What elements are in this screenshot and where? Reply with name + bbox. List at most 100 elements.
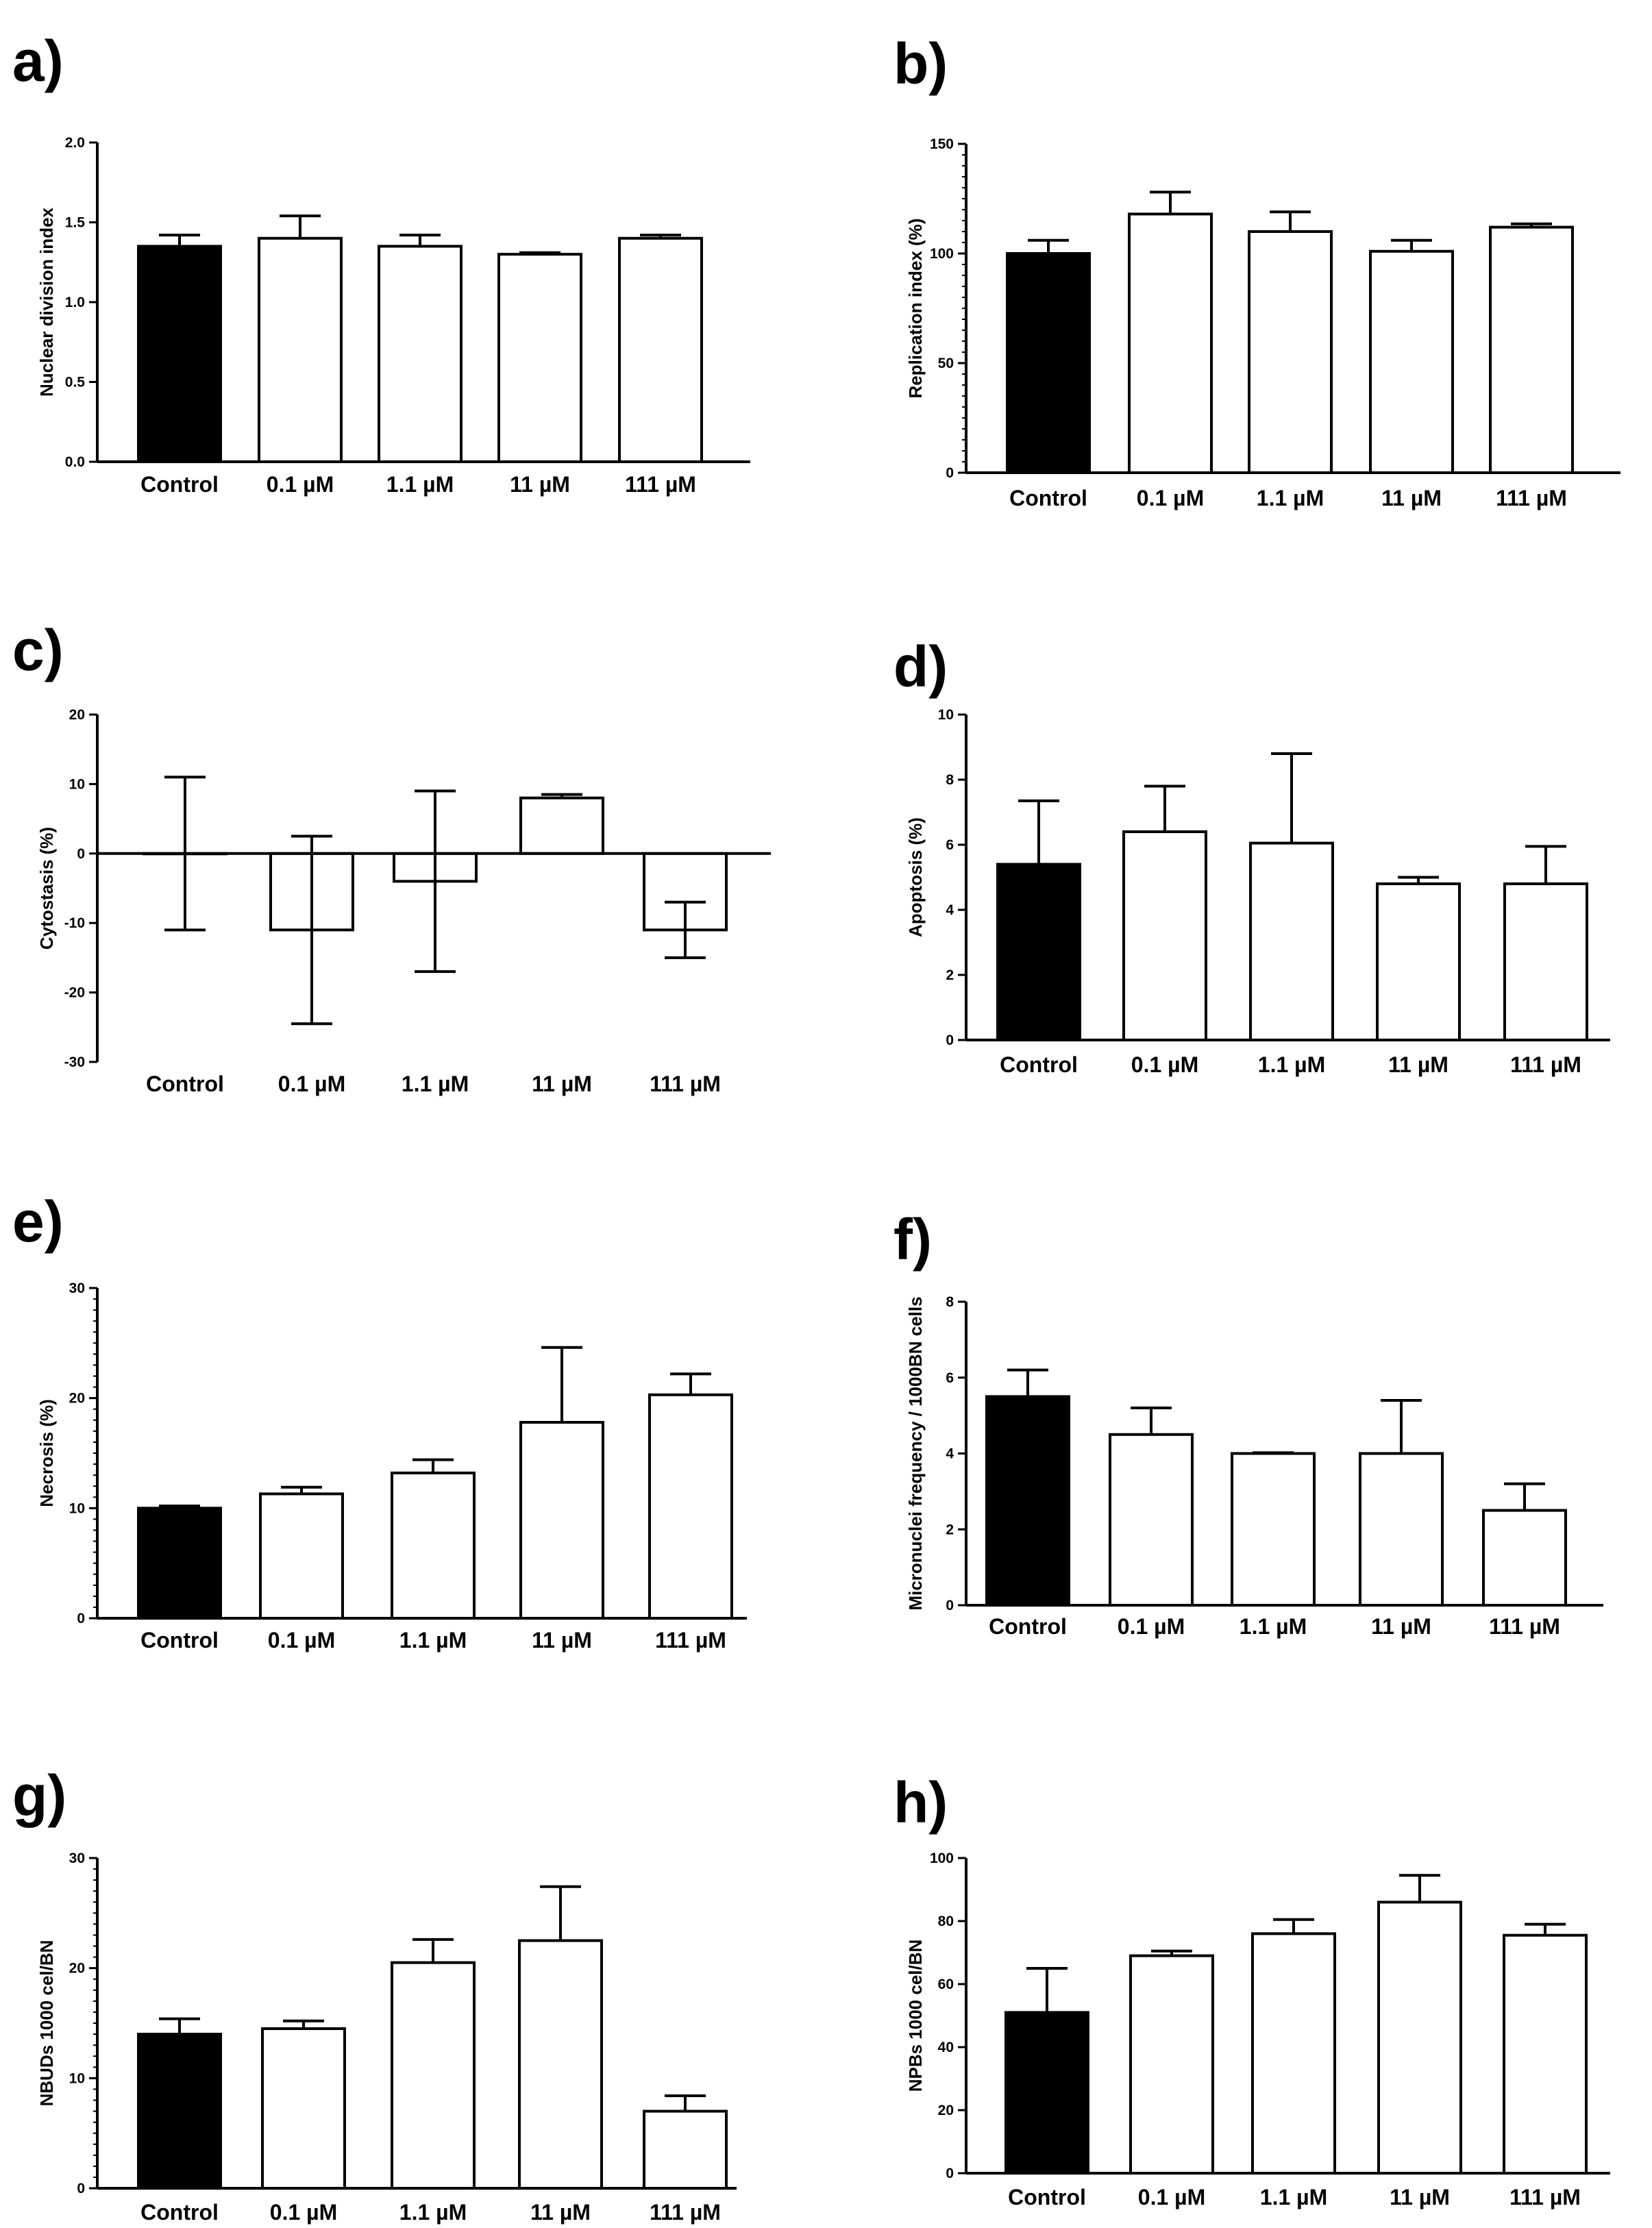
x-tick-label: Control (989, 1614, 1067, 1639)
y-tick-label: 2 (946, 1522, 954, 1537)
y-tick-label: -20 (64, 985, 85, 1001)
x-tick-label: Control (146, 1072, 224, 1096)
y-tick-label: 10 (938, 707, 954, 723)
bar (648, 1393, 733, 1620)
bar (1377, 1901, 1462, 2175)
bar (258, 236, 343, 463)
x-tick-label: 11 µM (1388, 1052, 1448, 1077)
y-tick-label: 0.5 (65, 375, 86, 391)
x-tick-label: 1.1 µM (386, 472, 454, 497)
x-tick-label: 11 µM (530, 2200, 591, 2225)
y-tick-label: 10 (69, 776, 85, 792)
x-tick-label: 1.1 µM (399, 2200, 467, 2225)
bar (985, 1395, 1070, 1607)
y-tick-label: 30 (69, 1851, 85, 1866)
x-tick-label: 1.1 µM (399, 1628, 467, 1653)
panel-letter: h) (893, 1770, 948, 1835)
bar (1248, 230, 1333, 474)
y-tick-label: 1.0 (65, 295, 85, 310)
y-tick-label: 30 (69, 1280, 85, 1296)
x-tick-label: 11 µM (532, 1628, 592, 1653)
y-axis-label: Necrosis (%) (36, 1399, 57, 1507)
bar (1489, 225, 1574, 474)
y-tick-label: 0 (77, 1611, 85, 1626)
bar (1503, 882, 1588, 1041)
y-tick-label: 0 (946, 1598, 954, 1613)
x-tick-label: 111 µM (1496, 486, 1567, 510)
x-tick-label: Control (1009, 486, 1087, 510)
y-tick-label: 1.5 (65, 215, 86, 231)
x-tick-label: Control (140, 472, 219, 497)
y-tick-label: 100 (930, 246, 954, 262)
bar (378, 245, 463, 463)
panel-letter: b) (893, 32, 948, 96)
bar (1369, 249, 1454, 474)
x-tick-label: 0.1 µM (1137, 486, 1204, 510)
bar (1109, 1433, 1194, 1607)
x-tick-label: 111 µM (1509, 2185, 1581, 2210)
y-tick-label: 0 (77, 2181, 85, 2196)
bar (996, 863, 1081, 1041)
x-tick-label: 111 µM (650, 2200, 721, 2225)
y-tick-label: 20 (938, 2103, 954, 2118)
x-tick-label: 111 µM (1489, 1614, 1560, 1639)
x-tick-label: 0.1 µM (1118, 1614, 1185, 1639)
chart-panel-d: d) Apoptosis (%) 0 2 4 6 8 10 Control 0.1 µM 1.1 µ… (893, 634, 1610, 1077)
bar (1004, 2011, 1089, 2175)
bar (391, 1471, 476, 1620)
y-axis-label: Cytostasis (%) (36, 827, 57, 950)
y-axis-label: Nuclear division index (36, 207, 57, 397)
bar (518, 1939, 603, 2190)
x-tick-label: 1.1 µM (1240, 1614, 1307, 1639)
chart-panel-e: e) Necrosis (%) 0 10 20 30 Control 0.1 µM 1.1 µM… (12, 1189, 747, 1653)
y-tick-label: 2.0 (65, 135, 85, 151)
x-tick-label: 0.1 µM (267, 472, 334, 497)
bar (137, 2033, 222, 2190)
bar (1122, 830, 1207, 1041)
bar (137, 245, 222, 463)
y-tick-label: 150 (930, 136, 954, 152)
y-axis-label: NPBs 1000 cel/BN (905, 1940, 926, 2092)
y-tick-label: 6 (946, 837, 954, 853)
y-axis-label: Micronuclei frequency / 1000BN cells (905, 1296, 926, 1610)
panel-letter: a) (12, 29, 64, 93)
chart-panel-f: f) Micronuclei frequency / 1000BN cells 0 2… (893, 1207, 1603, 1639)
bar (618, 236, 703, 463)
x-tick-label: Control (1000, 1052, 1078, 1077)
chart-panel-g: g) NBUDs 1000 cel/BN 0 10 20 30 Control 0.1 µM 1… (12, 1763, 737, 2225)
y-tick-label: 0 (77, 846, 85, 862)
x-tick-label: 111 µM (625, 472, 696, 497)
x-tick-label: 1.1 µM (1257, 486, 1324, 510)
x-tick-label: 111 µM (655, 1628, 726, 1653)
y-tick-label: 6 (946, 1370, 954, 1386)
y-tick-label: 60 (938, 1977, 954, 1992)
y-axis-label: Replication index (%) (905, 219, 926, 399)
y-tick-label: 40 (938, 2040, 954, 2055)
panel-letter: c) (12, 618, 64, 682)
chart-panel-a: a) Nuclear division index 0.0 0.5 1.0 1.5 2.0 C… (12, 29, 750, 497)
y-tick-label: 20 (69, 707, 85, 723)
panel-letter: d) (893, 634, 948, 699)
bar (1006, 252, 1091, 474)
bar (1251, 1932, 1336, 2175)
x-tick-label: 11 µM (1371, 1614, 1431, 1639)
y-axis-label: Apoptosis (%) (905, 817, 926, 937)
x-tick-label: 0.1 µM (270, 2200, 337, 2225)
x-tick-label: 111 µM (650, 1072, 721, 1096)
panel-letter: g) (12, 1763, 66, 1828)
y-tick-label: 8 (946, 772, 954, 788)
chart-panel-h: h) NPBs 1000 cel/BN 0 20 40 60 80 100 Control 0.1… (893, 1770, 1610, 2210)
bar (137, 1507, 222, 1620)
y-tick-label: 0 (946, 1032, 954, 1048)
y-tick-label: 0.0 (65, 454, 85, 470)
bar (1128, 212, 1213, 474)
y-tick-label: 20 (69, 1391, 85, 1407)
x-tick-label: 111 µM (1510, 1052, 1581, 1077)
x-tick-label: 0.1 µM (268, 1628, 335, 1653)
x-tick-label: Control (140, 2200, 219, 2225)
bar (391, 1961, 476, 2190)
x-tick-label: 1.1 µM (1258, 1052, 1325, 1077)
y-tick-label: -10 (64, 915, 85, 931)
y-tick-label: 10 (69, 1500, 85, 1516)
panel-letter: e) (12, 1189, 64, 1254)
